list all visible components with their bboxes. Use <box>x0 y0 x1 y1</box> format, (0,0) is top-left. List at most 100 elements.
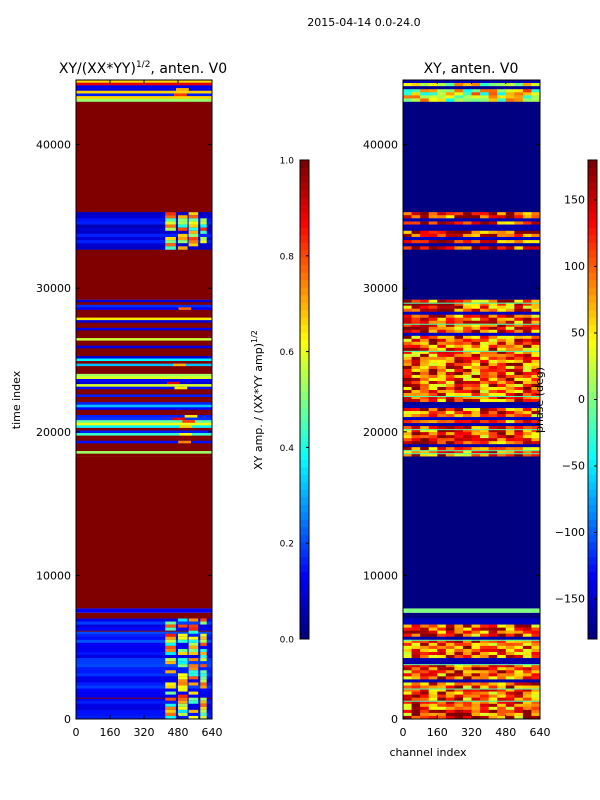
heatmap-cell <box>505 371 515 376</box>
heatmap-cell <box>514 329 524 334</box>
heatmap-cell <box>411 688 421 692</box>
heatmap-cell <box>480 92 489 96</box>
heatmap-cell <box>428 399 438 403</box>
heatmap-cell <box>454 441 464 445</box>
heatmap-row <box>76 312 212 316</box>
heatmap-cell <box>462 380 472 385</box>
heatmap-cell <box>165 706 176 711</box>
heatmap-cell <box>505 365 515 370</box>
heatmap-cell <box>514 240 524 244</box>
heatmap-cell <box>462 682 472 686</box>
heatmap-cell <box>437 667 447 671</box>
heatmap-cell <box>488 630 498 634</box>
heatmap-cell <box>497 688 507 692</box>
heatmap-cell <box>428 393 438 397</box>
heatmap-row <box>403 621 540 625</box>
heatmap-cell <box>480 697 489 701</box>
heatmap-cell <box>454 703 464 708</box>
heatmap-row <box>76 438 212 441</box>
colorbar-step <box>300 421 309 430</box>
colorbar-step <box>300 579 309 588</box>
heatmap-cell <box>497 432 507 436</box>
heatmap-cell <box>522 432 532 436</box>
heatmap-cell <box>445 329 455 334</box>
heatmap-cell <box>420 396 429 400</box>
heatmap-cell <box>437 414 447 418</box>
heatmap-cell <box>428 670 438 674</box>
heatmap-cell <box>480 326 489 331</box>
heatmap-cell <box>188 658 199 662</box>
heatmap-cell <box>514 335 524 340</box>
heatmap-row <box>76 85 212 89</box>
heatmap-cell <box>200 697 207 702</box>
heatmap-cell <box>428 676 438 680</box>
heatmap-row <box>76 624 212 628</box>
heatmap-cell <box>437 633 447 637</box>
heatmap-cell <box>480 302 489 306</box>
heatmap-cell <box>403 682 412 686</box>
heatmap-cell <box>165 685 176 689</box>
heatmap-cell <box>462 642 472 647</box>
heatmap-cell <box>445 399 455 403</box>
heatmap-cell <box>505 685 515 689</box>
y-tick-label: 0 <box>391 713 398 726</box>
heatmap-cell <box>480 408 489 412</box>
heatmap-cell <box>445 429 455 433</box>
colorbar-tick-label: 0.8 <box>280 252 295 262</box>
colorbar-step <box>300 294 309 303</box>
heatmap-cell <box>445 414 455 418</box>
heatmap-cell <box>522 691 532 695</box>
heatmap-cell <box>471 305 481 309</box>
heatmap-cell <box>488 335 498 340</box>
x-tick-label: 0 <box>400 726 407 739</box>
heatmap-cell <box>480 329 489 334</box>
heatmap-cell <box>514 89 524 93</box>
heatmap-row <box>76 389 212 393</box>
heatmap-cell <box>437 630 447 634</box>
heatmap-cell <box>462 697 472 701</box>
heatmap-cell <box>514 212 524 216</box>
heatmap-cell <box>531 667 541 671</box>
heatmap-cell <box>471 694 481 698</box>
heatmap-cell <box>497 447 507 451</box>
colorbar-step <box>588 287 597 296</box>
heatmap-row <box>76 366 212 369</box>
colorbar-step <box>588 242 597 251</box>
heatmap-cell <box>437 639 447 644</box>
colorbar-step <box>588 377 597 386</box>
heatmap-cell <box>411 639 421 644</box>
heatmap-cell <box>437 453 447 457</box>
heatmap-cell <box>531 691 541 695</box>
heatmap-cell <box>462 703 472 708</box>
heatmap-cell <box>454 390 464 394</box>
heatmap-cell <box>428 685 438 689</box>
heatmap-cell <box>445 344 455 349</box>
heatmap-cell <box>411 633 421 637</box>
heatmap-cell <box>505 233 515 238</box>
heatmap-cell <box>505 308 515 312</box>
heatmap-row <box>76 412 212 416</box>
heatmap-cell <box>462 365 472 370</box>
heatmap-row <box>76 688 212 692</box>
heatmap-cell <box>497 390 507 394</box>
heatmap-cell <box>411 694 421 698</box>
colorbar-step <box>588 279 597 288</box>
panel-phase: XY, anten. V0 0 160 320 480 640 010000200003… <box>363 61 551 759</box>
heatmap-cell <box>462 308 472 312</box>
heatmap-cell <box>437 432 447 436</box>
heatmap-cell <box>411 212 421 216</box>
heatmap-cell <box>411 335 421 340</box>
heatmap-cell <box>514 393 524 397</box>
heatmap-cell <box>403 429 412 433</box>
heatmap-cell <box>488 450 498 454</box>
heatmap-cell <box>462 89 472 93</box>
heatmap-cell <box>480 673 489 677</box>
heatmap-cell <box>531 329 541 334</box>
heatmap-cell <box>531 353 541 358</box>
heatmap-cell <box>437 703 447 708</box>
heatmap-cell <box>514 655 524 659</box>
heatmap-cell <box>488 326 498 331</box>
heatmap-cell <box>462 700 472 704</box>
heatmap-cell <box>179 433 193 436</box>
heatmap-cell <box>480 441 489 445</box>
